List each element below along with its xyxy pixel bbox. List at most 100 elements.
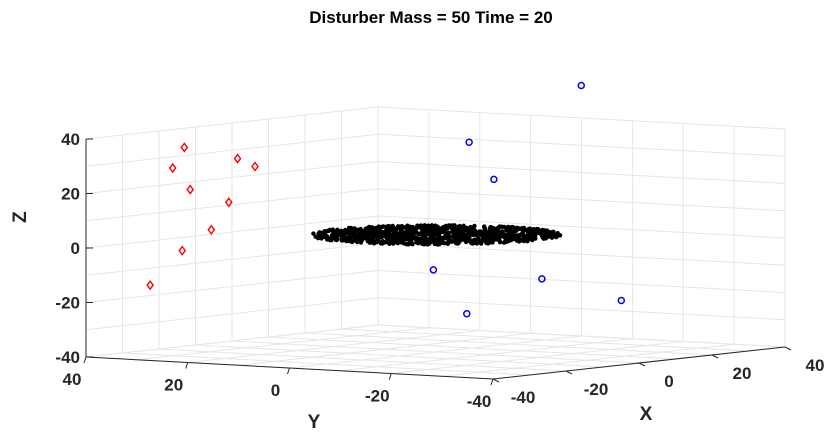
disk-particle (419, 237, 423, 241)
disk-particle (457, 235, 461, 239)
disk-particle (380, 225, 384, 229)
red-diamond-point (235, 155, 241, 163)
disk-particle (386, 233, 390, 237)
disk-particle (489, 226, 493, 230)
disk-particle (484, 241, 488, 245)
blue-circle-point (464, 311, 470, 317)
disk-particle (483, 226, 487, 230)
x-tick-label: -20 (584, 380, 609, 399)
y-tick-mark (84, 357, 86, 363)
disk-particle (516, 234, 520, 238)
disk-particle (496, 227, 500, 231)
disk-particle (423, 223, 427, 227)
disk-particle (390, 238, 394, 242)
disk-particle (532, 227, 536, 231)
disk-particle (408, 231, 412, 235)
disk-particle (390, 227, 394, 231)
disk-particle (490, 236, 494, 240)
blue-circle-point (430, 267, 436, 273)
z-tick-label: 20 (61, 185, 80, 204)
z-tick-label: 40 (61, 130, 80, 149)
disk-particle (535, 230, 539, 234)
disk-particle (394, 235, 398, 239)
red-diamond-point (252, 163, 258, 171)
disk-particle (474, 232, 478, 236)
disk-particle (427, 241, 431, 245)
z-tick-label: 0 (71, 239, 80, 258)
disk-particle (427, 237, 431, 241)
disk-particle (479, 241, 483, 245)
disk-particle (331, 227, 335, 231)
disk-particle (418, 225, 422, 229)
tick-labels: -40 -20 0 20 40 40 20 0 -20 -40 40 20 0 -20 -40 (55, 130, 824, 411)
red-diamond-point (208, 226, 214, 234)
disk-particle (365, 227, 369, 231)
blue-circle-point (618, 298, 624, 304)
disk-particle (367, 233, 371, 237)
disk-particle (475, 241, 479, 245)
disk-particle (456, 228, 460, 232)
disk-particle (420, 230, 424, 234)
y-tick-label: 40 (63, 370, 82, 389)
disk-particle (359, 239, 363, 243)
x-tick-mark (639, 363, 645, 366)
x-tick-mark (566, 371, 572, 374)
disk-particle (404, 242, 408, 246)
disk-particle (374, 226, 378, 230)
disk-particle (556, 233, 560, 237)
disk-particle (346, 231, 350, 235)
disk-particle (482, 234, 486, 238)
disk-particle (541, 229, 545, 233)
x-tick-mark (712, 355, 718, 358)
y-tick-label: 0 (271, 381, 280, 400)
disk-particle (340, 232, 344, 236)
disk-particle (507, 239, 511, 243)
disk-particle (341, 238, 345, 242)
blue-circle-point (466, 139, 472, 145)
disk-particle (545, 235, 549, 239)
disk-particle (355, 240, 359, 244)
disk-particle (476, 236, 480, 240)
disk-particle (471, 227, 475, 231)
disk-particle (472, 224, 476, 228)
disk-particle (313, 235, 317, 239)
disk-particle (331, 232, 335, 236)
disk-particle (376, 239, 380, 243)
red-diamond-point (181, 143, 187, 151)
x-tick-mark (493, 379, 499, 382)
chart-title: Disturber Mass = 50 Time = 20 (309, 8, 552, 27)
disk-particle (407, 237, 411, 241)
disk-particle (467, 238, 471, 242)
disk-particle (433, 239, 437, 243)
y-tick-label: 20 (164, 376, 183, 395)
x-tick-label: 0 (664, 372, 673, 391)
disk-particle (371, 237, 375, 241)
disk-particle (508, 227, 512, 231)
disk-particle (381, 230, 385, 234)
disk-particle (400, 224, 404, 228)
red-diamond-point (170, 164, 176, 172)
red-diamond-point (187, 186, 193, 194)
disk-particle (361, 230, 365, 234)
disk-particle (470, 241, 474, 245)
disk-particle (349, 228, 353, 232)
z-axis-label: Z (10, 211, 31, 223)
z-tick-label: -20 (55, 294, 80, 313)
disk-particle (525, 228, 529, 232)
disk-particle (410, 241, 414, 245)
blue-circle-point (491, 176, 497, 182)
disk-particle (433, 231, 437, 235)
disk-particle (447, 231, 451, 235)
disk-particle (466, 226, 470, 230)
disk-particle (489, 230, 493, 234)
disk-particle (533, 236, 537, 240)
disk-particle (523, 235, 527, 239)
disk-particle (453, 236, 457, 240)
y-tick-label: -40 (467, 392, 492, 411)
x-tick-label: 20 (733, 364, 752, 383)
disk-particle (445, 241, 449, 245)
disk-particle (457, 239, 461, 243)
central-disk (311, 223, 562, 247)
disk-particle (540, 234, 544, 238)
